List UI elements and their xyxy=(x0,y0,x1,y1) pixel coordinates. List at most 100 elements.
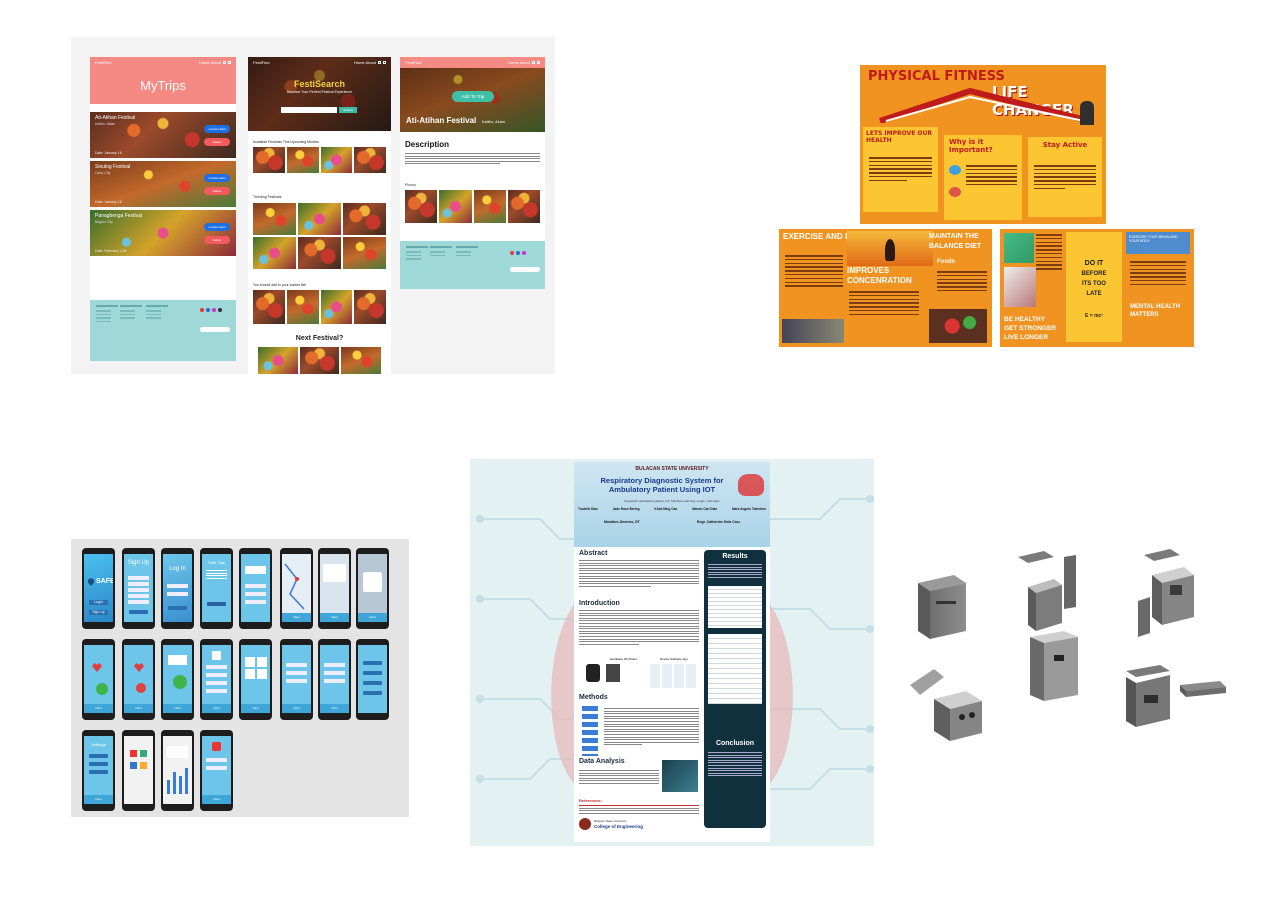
list-row[interactable] xyxy=(286,663,307,667)
search-button[interactable]: Search xyxy=(339,107,357,113)
references-text xyxy=(579,805,699,815)
list-row[interactable] xyxy=(286,671,307,675)
user-icon[interactable] xyxy=(383,61,386,64)
grid-tile[interactable] xyxy=(245,657,255,667)
physical-fitness-poster: PHYSICAL FITNESS LIFE CHANGER LETS IMPRO… xyxy=(779,64,1194,347)
phone-screen xyxy=(161,730,194,811)
settings-option[interactable] xyxy=(89,754,108,758)
username-field[interactable] xyxy=(167,584,188,588)
festifind-web-mockups: FestiFind Home About MyTrips Ati-Atihan … xyxy=(71,37,555,374)
map-view[interactable] xyxy=(282,554,311,622)
brand-logo[interactable]: FestiFind xyxy=(253,60,270,65)
option-row[interactable] xyxy=(245,600,266,604)
next-button[interactable]: Next xyxy=(320,613,349,622)
search-input[interactable] xyxy=(281,107,337,113)
settings-option[interactable] xyxy=(89,762,108,766)
info-box: LETS IMPROVE OUR HEALTH xyxy=(863,127,938,212)
trending-grid[interactable] xyxy=(253,237,386,269)
next-button[interactable]: Next xyxy=(124,704,153,713)
trip-card[interactable]: Sinulog Festival Cebu City Date: January… xyxy=(90,161,236,207)
next-button[interactable]: Next xyxy=(202,795,231,804)
brand-logo[interactable]: FestiFind xyxy=(405,60,422,65)
social-icons[interactable] xyxy=(200,308,230,313)
author-list: Trudelle Diaz Jade Rose Bering Khail Nin… xyxy=(578,507,766,511)
festival-gallery[interactable] xyxy=(405,190,540,223)
list-row[interactable] xyxy=(324,671,345,675)
login-submit-button[interactable] xyxy=(168,606,187,610)
next-button[interactable]: Next xyxy=(358,613,387,622)
bar-graph xyxy=(167,768,188,794)
nav-links[interactable]: Home About xyxy=(353,60,376,65)
festisearch-page: FestiFind Home About FestiSearch Discove… xyxy=(248,57,391,374)
option-row[interactable] xyxy=(245,592,266,596)
user-icon[interactable] xyxy=(537,61,540,64)
form-field[interactable] xyxy=(128,588,149,592)
next-button[interactable]: Next xyxy=(282,613,311,622)
tip-button[interactable] xyxy=(207,602,226,606)
next-button[interactable]: Next xyxy=(84,795,113,804)
form-field[interactable] xyxy=(128,582,149,586)
trip-card[interactable]: Panagbenga Festival Baguio City Date: Fe… xyxy=(90,210,236,256)
info-row xyxy=(206,673,227,677)
next-button[interactable]: Next xyxy=(202,704,231,713)
next-button[interactable]: Next xyxy=(320,704,349,713)
trip-name: Sinulog Festival xyxy=(95,164,131,170)
next-button[interactable]: Next xyxy=(163,704,192,713)
form-field[interactable] xyxy=(128,600,149,604)
list-row[interactable] xyxy=(324,679,345,683)
next-button[interactable]: Next xyxy=(282,704,311,713)
cart-icon[interactable] xyxy=(223,61,226,64)
festival-thumbnails[interactable] xyxy=(253,147,386,173)
social-icons[interactable] xyxy=(510,251,540,256)
add-to-trip-button[interactable]: Add To Trip xyxy=(452,91,494,102)
phone-screen: Next xyxy=(239,639,272,720)
login-button[interactable]: Login xyxy=(89,600,108,605)
app-icon[interactable] xyxy=(140,750,147,757)
delete-button[interactable]: Delete xyxy=(204,187,230,195)
app-icon[interactable] xyxy=(130,762,137,769)
settings-option[interactable] xyxy=(89,770,108,774)
trip-card[interactable]: Ati-Atihan Festival Kalibo, Aklan Date: … xyxy=(90,112,236,158)
heart-icon xyxy=(949,187,961,197)
form-field[interactable] xyxy=(128,594,149,598)
newsletter-input[interactable] xyxy=(510,267,540,272)
nav-links[interactable]: Home About xyxy=(198,60,221,65)
option-button[interactable] xyxy=(363,671,382,675)
bucket-list-grid[interactable] xyxy=(253,290,386,324)
grid-tile[interactable] xyxy=(257,669,267,679)
list-row[interactable] xyxy=(286,679,307,683)
next-button[interactable]: Next xyxy=(84,704,113,713)
results-column: Results Conclusion xyxy=(704,550,766,828)
option-button[interactable] xyxy=(363,691,382,695)
grid-tile[interactable] xyxy=(257,657,267,667)
cart-icon[interactable] xyxy=(532,61,535,64)
signup-button[interactable]: Sign Up xyxy=(89,610,108,615)
user-icon[interactable] xyxy=(228,61,231,64)
list-row[interactable] xyxy=(324,663,345,667)
delete-button[interactable]: Delete xyxy=(204,138,230,146)
app-icon[interactable] xyxy=(130,750,137,757)
trending-grid[interactable] xyxy=(253,203,386,235)
option-button[interactable] xyxy=(363,681,382,685)
option-row[interactable] xyxy=(245,584,266,588)
phone-screen: Log In xyxy=(161,548,194,629)
cart-icon[interactable] xyxy=(378,61,381,64)
university-seal xyxy=(579,818,591,830)
option-button[interactable] xyxy=(363,661,382,665)
grid-tile[interactable] xyxy=(245,669,255,679)
slogan-line: LIVE LONGER xyxy=(1004,334,1049,341)
locate-hotel-button[interactable]: Locate Hotel xyxy=(204,174,230,182)
submit-button[interactable] xyxy=(129,610,148,614)
newsletter-input[interactable] xyxy=(200,327,230,332)
locate-hotel-button[interactable]: Locate Hotel xyxy=(204,223,230,231)
brand-logo[interactable]: FestiFind xyxy=(95,60,112,65)
form-field[interactable] xyxy=(128,576,149,580)
delete-button[interactable]: Delete xyxy=(204,236,230,244)
next-festival-grid[interactable] xyxy=(258,347,382,374)
locate-hotel-button[interactable]: Locate Hotel xyxy=(204,125,230,133)
signup-title: Sign Up xyxy=(127,560,150,566)
app-icon[interactable] xyxy=(140,762,147,769)
password-field[interactable] xyxy=(167,592,188,596)
nav-links[interactable]: Home About xyxy=(507,60,530,65)
next-button[interactable]: Next xyxy=(241,704,270,713)
